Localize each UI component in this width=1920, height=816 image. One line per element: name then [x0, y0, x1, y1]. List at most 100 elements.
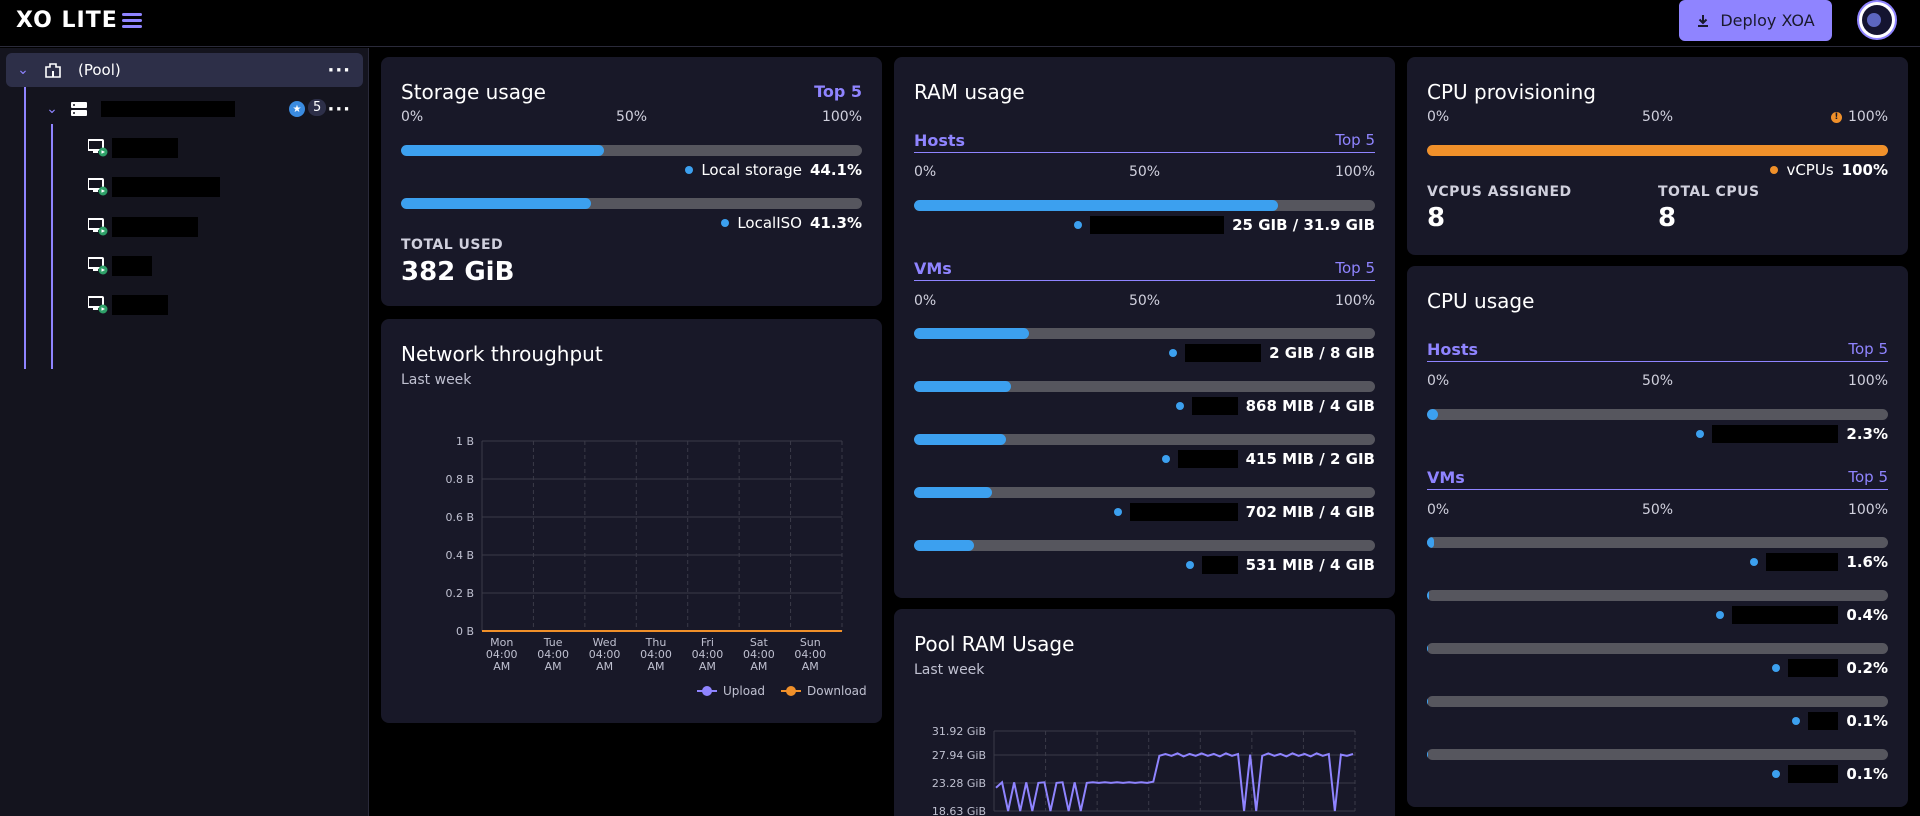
cpu-vm-bar-label: 0.1% [1772, 765, 1888, 783]
pool-ram-chart: 18.63 GiB 23.28 GiB 27.94 GiB 31.92 GiB [932, 725, 1356, 816]
card-subtitle: Last week [914, 662, 985, 678]
card-title: RAM usage [914, 80, 1025, 104]
ram-vm-bar-label: 702 MIB / 4 GIB [1113, 503, 1375, 521]
x-tick-label: 04:00 [486, 648, 518, 661]
pool-ram-usage-card: Pool RAM Usage Last week 18.63 GiB 23.28 … [894, 609, 1395, 816]
cpu-provisioning-bar [1427, 145, 1888, 156]
percent-scale: 0% 50% 100% [1427, 502, 1888, 518]
top5-link[interactable]: Top 5 [814, 82, 862, 101]
top5-link[interactable]: Top 5 [1335, 259, 1375, 277]
card-title: Pool RAM Usage [914, 632, 1075, 656]
user-avatar[interactable] [1857, 0, 1897, 40]
app-logo[interactable]: XO LITE [16, 8, 118, 33]
storage-bar [401, 198, 862, 209]
vm-name-redacted [112, 177, 220, 197]
host-name-redacted [101, 101, 235, 117]
x-tick-label: Mon [490, 636, 513, 649]
vcpus-assigned-label: VCPUS ASSIGNED [1427, 184, 1572, 200]
tree-item-vm[interactable] [88, 210, 348, 244]
download-icon [1698, 14, 1709, 27]
storage-bar [401, 145, 862, 156]
hosts-section-header: Hosts Top 5 [1427, 340, 1888, 362]
legend-marker [786, 686, 796, 696]
storage-bar-label: LocalISO 41.3% [721, 214, 862, 232]
y-tick-label: 23.28 GiB [932, 777, 986, 790]
top5-link[interactable]: Top 5 [1848, 468, 1888, 486]
menu-toggle-icon[interactable] [122, 10, 142, 30]
tree-item-vm[interactable] [88, 288, 348, 322]
y-tick-label: 0.4 B [445, 549, 474, 562]
ram-host-bar [914, 200, 1375, 211]
percent-scale: 0% 50% 100% [1427, 373, 1888, 389]
cpu-vm-bar-label: 0.2% [1772, 659, 1888, 677]
top5-link[interactable]: Top 5 [1335, 131, 1375, 149]
more-actions-icon[interactable]: ··· [327, 98, 351, 120]
x-tick-label: 04:00 [692, 648, 724, 661]
ram-vm-bar-label: 415 MIB / 2 GIB [1161, 450, 1375, 468]
y-tick-label: 0.6 B [445, 511, 474, 524]
total-used-label: TOTAL USED [401, 237, 504, 253]
x-tick-label: Wed [593, 636, 617, 649]
cpu-provisioning-card: CPU provisioning 0% 50% ! 100% vCPUs 100% V… [1407, 57, 1908, 255]
x-tick-label: Fri [701, 636, 714, 649]
chevron-down-icon[interactable]: ⌄ [46, 101, 58, 117]
tree-item-vm[interactable] [88, 249, 348, 283]
cpu-vm-bar [1427, 537, 1888, 548]
vm-running-icon [88, 257, 108, 275]
ram-vm-bar [914, 434, 1375, 445]
x-tick-label: AM [493, 660, 510, 673]
ram-vm-bar [914, 328, 1375, 339]
percent-scale: 0% 50% 100% [914, 164, 1375, 180]
server-icon [71, 102, 87, 116]
vm-name-redacted [112, 217, 198, 237]
y-tick-label: 27.94 GiB [932, 749, 986, 762]
x-tick-label: 04:00 [537, 648, 569, 661]
card-title: Network throughput [401, 342, 603, 366]
tree-item-vm[interactable] [88, 131, 348, 165]
ram-host-bar-label: 25 GIB / 31.9 GIB [1074, 216, 1375, 234]
x-tick-label: AM [802, 660, 819, 673]
tree-item-pool[interactable]: ⌄ (Pool) ··· [6, 53, 363, 87]
cpu-vm-bar-label: 1.6% [1750, 553, 1888, 571]
vm-count-badge: 5 [308, 99, 327, 116]
x-tick-label: AM [699, 660, 716, 673]
vm-running-icon [88, 296, 108, 314]
master-star-icon: ★ [289, 101, 305, 117]
cpu-vm-bar [1427, 590, 1888, 601]
vms-section-header: VMs Top 5 [914, 259, 1375, 281]
tree-item-vm[interactable] [88, 170, 348, 204]
y-tick-label: 0 B [456, 625, 474, 638]
y-tick-label: 0.2 B [445, 587, 474, 600]
vm-running-icon [88, 178, 108, 196]
legend-marker [702, 686, 712, 696]
percent-scale: 0% 50% ! 100% [1427, 109, 1888, 125]
card-subtitle: Last week [401, 372, 472, 388]
y-tick-label: 31.92 GiB [932, 725, 986, 738]
top5-link[interactable]: Top 5 [1848, 340, 1888, 358]
ram-vm-bar-label: 531 MIB / 4 GIB [1185, 556, 1375, 574]
vms-section-header: VMs Top 5 [1427, 468, 1888, 490]
x-tick-label: 04:00 [743, 648, 775, 661]
chevron-down-icon[interactable]: ⌄ [17, 62, 29, 78]
storage-usage-card: Storage usage Top 5 0% 50% 100% Local stor… [381, 57, 882, 306]
cpu-provisioning-legend: vCPUs 100% [1770, 161, 1888, 179]
cpu-usage-card: CPU usage Hosts Top 5 0% 50% 100% 2.3% VMs T… [1407, 266, 1908, 807]
x-tick-label: 04:00 [589, 648, 621, 661]
x-tick-label: 04:00 [640, 648, 672, 661]
more-actions-icon[interactable]: ··· [327, 59, 351, 81]
total-used-value: 382 GiB [401, 257, 515, 287]
deploy-xoa-button[interactable]: Deploy XOA [1679, 0, 1832, 41]
percent-scale: 0% 50% 100% [401, 109, 862, 125]
cpu-vm-bar-label: 0.4% [1716, 606, 1888, 624]
card-title: Storage usage [401, 80, 546, 104]
cpu-vm-bar [1427, 643, 1888, 654]
y-tick-label: 18.63 GiB [932, 805, 986, 816]
vm-name-redacted [112, 295, 168, 315]
card-title: CPU usage [1427, 289, 1535, 313]
tree-line [24, 87, 26, 369]
tree-item-host[interactable]: ⌄ ★ 5 ··· [45, 92, 363, 126]
pool-label: (Pool) [78, 61, 121, 79]
cpu-host-bar-label: 2.3% [1696, 425, 1888, 443]
vm-name-redacted [112, 138, 178, 158]
warning-icon: ! [1830, 111, 1842, 123]
